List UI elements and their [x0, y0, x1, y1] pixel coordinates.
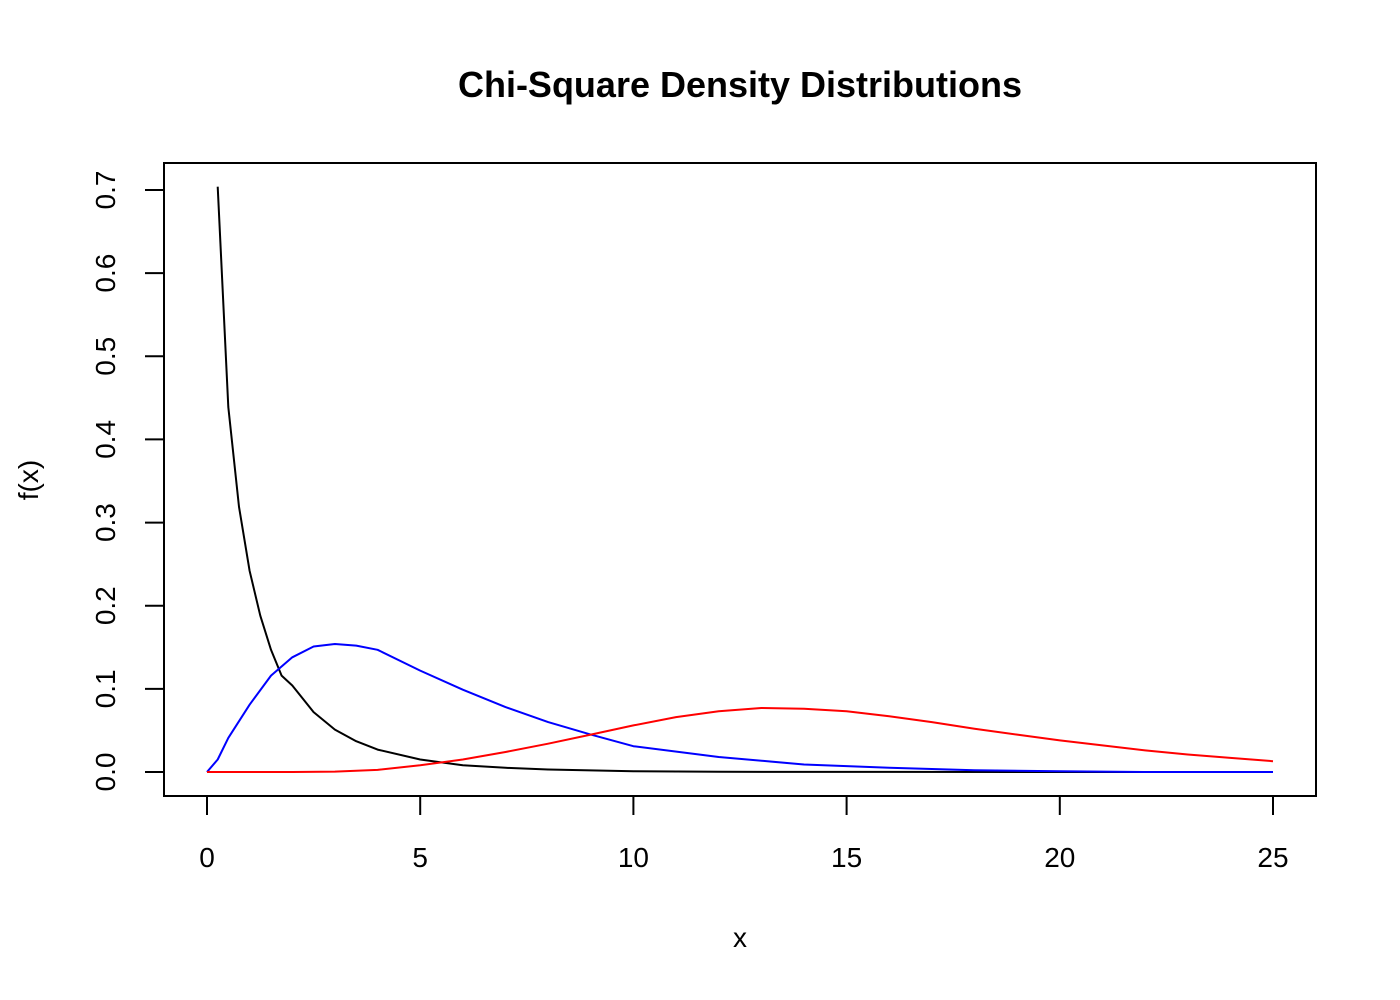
x-tick-label: 20 — [1044, 842, 1075, 873]
y-tick-label: 0.4 — [90, 420, 121, 459]
series-layer — [206, 186, 1274, 773]
y-tick-label: 0.3 — [90, 503, 121, 542]
x-tick-label: 15 — [831, 842, 862, 873]
y-axis: 0.0 0.1 0.2 0.3 0.4 0.5 0.6 0.7 — [90, 171, 165, 792]
x-tick-label: 25 — [1257, 842, 1288, 873]
y-axis-label: f(x) — [13, 460, 44, 500]
x-tick-label: 5 — [412, 842, 428, 873]
x-tick-label: 10 — [618, 842, 649, 873]
series-line-3 — [207, 707, 1274, 773]
y-tick-label: 0.5 — [90, 337, 121, 376]
series-line-1 — [216, 186, 1273, 773]
chart-title: Chi-Square Density Distributions — [458, 64, 1022, 105]
y-tick-label: 0.2 — [90, 586, 121, 625]
x-axis: 0 5 10 15 20 25 — [199, 795, 1289, 873]
y-tick-label: 0.7 — [90, 171, 121, 210]
plot-frame — [163, 162, 1317, 797]
y-tick-label: 0.0 — [90, 753, 121, 792]
series-line-2 — [206, 643, 1273, 773]
x-axis-label: x — [733, 922, 747, 953]
y-tick-label: 0.6 — [90, 254, 121, 293]
y-tick-label: 0.1 — [90, 669, 121, 708]
x-tick-label: 0 — [199, 842, 215, 873]
